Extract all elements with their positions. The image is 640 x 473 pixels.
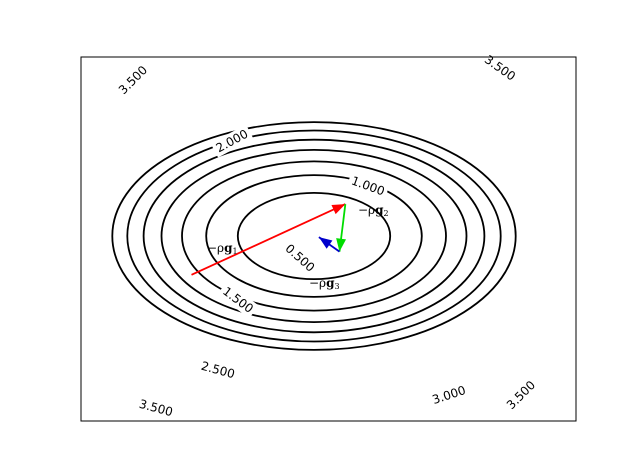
contour-label-gap: [427, 381, 471, 409]
gradient-arrows: [191, 203, 347, 276]
contour-label: 3.500: [504, 378, 538, 412]
contour-level-3: [126, 129, 502, 343]
contour-label: 0.500: [283, 241, 318, 274]
contour-level-2-5: [142, 138, 486, 334]
contour-label: 3.500: [116, 63, 150, 97]
arrow-label-1: −ρg1: [207, 241, 238, 256]
contour-label: 1.000: [349, 174, 386, 199]
contour-level-1: [205, 174, 423, 298]
arrow-1-head: [331, 204, 346, 215]
contour-level-2: [160, 148, 468, 323]
arrow-label-2: −ρg2: [358, 203, 389, 218]
contour-label-gap: [196, 357, 240, 383]
contour-label-gap: [279, 238, 321, 278]
arrow-2-head: [336, 238, 347, 252]
contour-label-gap: [210, 124, 254, 158]
contour-label-gap: [113, 60, 153, 100]
contour-label-gap: [134, 395, 178, 421]
contour-label-gap: [479, 49, 521, 87]
arrow-1-shaft: [191, 203, 346, 276]
contour-level-0-5: [236, 191, 392, 280]
contour-label-gap: [346, 171, 390, 201]
contour-lines: [111, 121, 517, 351]
contour-level-3-5: [111, 121, 517, 351]
contour-level-1-5: [181, 160, 447, 312]
contour-label-gap: [501, 375, 541, 415]
arrow-3-head: [318, 237, 333, 249]
arrow-label-3: −ρg3: [309, 276, 340, 291]
plot-frame: [80, 56, 577, 422]
arrow-label-layer: −ρg1 −ρg2 −ρg3: [207, 203, 389, 291]
contour-label-gap: [217, 281, 259, 319]
